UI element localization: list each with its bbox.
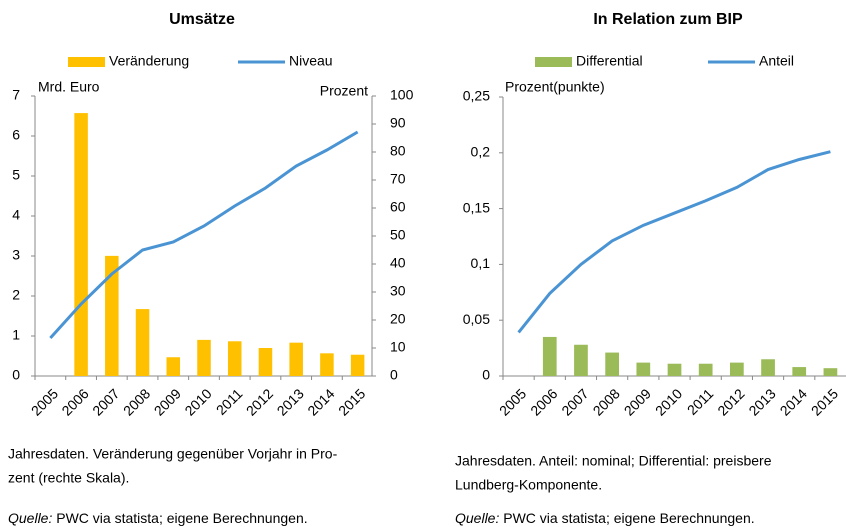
y-tick-label: 0,2 [471,144,491,160]
bar [197,339,211,376]
bar [636,362,651,376]
source-label: Quelle: [8,510,52,526]
y2-tick-label: 50 [390,227,406,243]
legend-label: Anteil [759,53,794,69]
bar [350,354,365,376]
y2-tick-label: 20 [390,311,406,327]
y-tick-label: 0 [12,367,20,383]
y-tick-label: 2 [12,287,20,303]
caption: Jahresdaten. Veränderung gegenüber Vorja… [8,446,338,462]
x-tick-label: 2010 [652,385,685,418]
bar [320,353,334,376]
y2-tick-label: 90 [390,115,406,131]
x-tick-label: 2006 [58,385,91,418]
y-axis-label: Prozent(punkte) [505,79,605,95]
bar [542,336,557,376]
y-tick-label: 0,15 [463,199,490,215]
x-tick-label: 2005 [28,385,61,418]
legend-swatch [68,57,105,67]
x-tick-label: 2014 [777,385,810,418]
bar [667,363,682,376]
y-tick-label: 1 [12,327,20,343]
bar [289,342,303,376]
y2-tick-label: 40 [390,255,406,271]
y2-tick-label: 80 [390,143,406,159]
bar [74,113,88,376]
chart-title: In Relation zum BIP [593,11,743,28]
y2-tick-label: 10 [390,339,406,355]
legend-swatch [535,57,572,67]
x-tick-label: 2009 [151,385,184,418]
y-tick-label: 0,25 [463,88,490,104]
x-tick-label: 2015 [335,385,368,418]
x-tick-label: 2015 [808,385,841,418]
chart-title: Umsätze [169,11,235,28]
bar [166,357,181,376]
y2-tick-label: 0 [390,367,398,383]
source-label: Quelle: [455,510,499,526]
y2-tick-label: 60 [390,199,406,215]
legend-label: Veränderung [109,53,189,69]
y2-tick-label: 100 [390,87,414,103]
source-text: PWC via statista; eigene Berechnungen. [499,510,754,526]
bar [823,368,838,376]
x-tick-label: 2012 [714,385,747,418]
y-tick-label: 6 [12,127,20,143]
y-axis-label: Mrd. Euro [38,79,100,95]
bar [605,352,619,376]
bar [227,341,242,376]
source-text: PWC via statista; eigene Berechnungen. [52,510,307,526]
y-tick-label: 7 [12,87,20,103]
caption: Lundberg-Komponente. [455,477,602,493]
x-tick-label: 2012 [243,385,276,418]
x-tick-label: 2013 [274,385,307,418]
bar [698,363,713,376]
bar [135,309,150,376]
x-tick-label: 2008 [120,385,153,418]
y-tick-label: 0,05 [463,311,490,327]
bar [574,344,588,376]
x-tick-label: 2011 [684,385,717,418]
bar [258,348,273,376]
bar [792,367,807,376]
y-tick-label: 5 [12,167,20,183]
y2-axis-label: Prozent [320,83,368,99]
bar [761,359,775,376]
source: Quelle: PWC via statista; eigene Berechn… [8,510,308,526]
x-tick-label: 2009 [621,385,654,418]
line [49,130,359,340]
x-tick-label: 2007 [558,385,591,418]
caption: Jahresdaten. Anteil: nominal; Differenti… [455,453,772,469]
x-tick-label: 2013 [745,385,778,418]
bar [730,362,744,376]
x-tick-label: 2010 [181,385,214,418]
x-tick-label: 2014 [304,385,337,418]
bar [105,255,119,376]
y2-tick-label: 70 [390,171,406,187]
y-tick-label: 0 [482,367,490,383]
y2-tick-label: 30 [390,283,406,299]
x-tick-label: 2011 [213,385,246,418]
y-tick-label: 4 [12,207,20,223]
caption: zent (rechte Skala). [8,470,129,486]
x-tick-label: 2007 [89,385,122,418]
legend-label: Differential [576,53,643,69]
x-tick-label: 2005 [496,385,529,418]
x-tick-label: 2006 [527,385,560,418]
y-tick-label: 3 [12,247,20,263]
legend-label: Niveau [289,53,333,69]
y-tick-label: 0,1 [471,255,491,271]
x-tick-label: 2008 [590,385,623,418]
line [517,150,831,334]
source: Quelle: PWC via statista; eigene Berechn… [455,510,755,526]
